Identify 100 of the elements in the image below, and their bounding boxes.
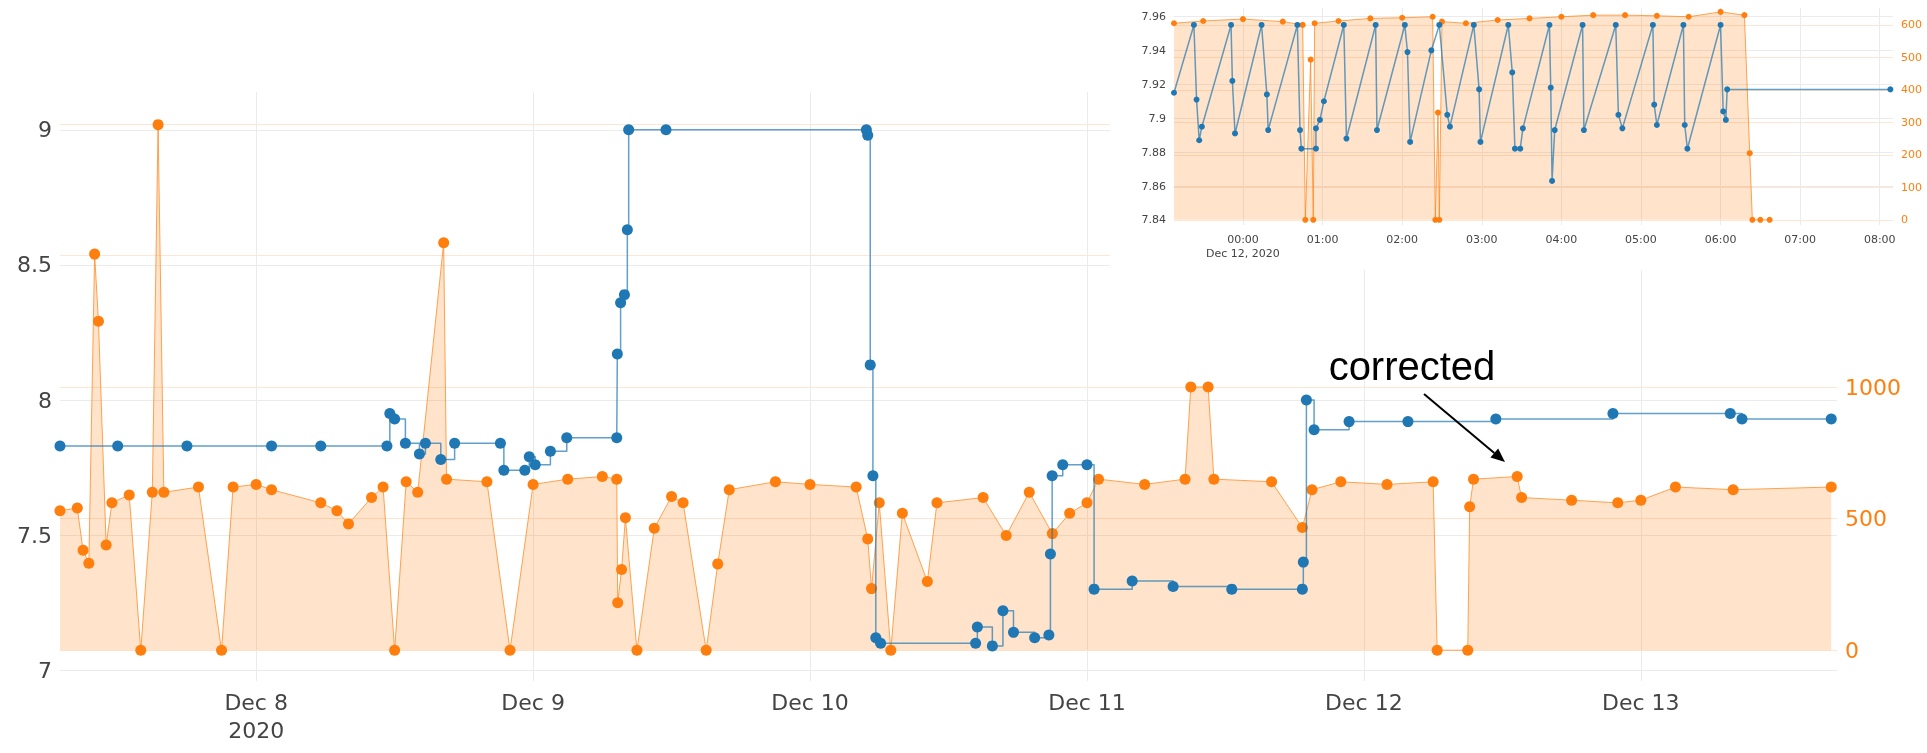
point: [1680, 21, 1687, 28]
y-tick-label: 7.92: [1141, 77, 1166, 91]
point: [1312, 145, 1319, 152]
y2-tick-label: 1000: [1845, 374, 1901, 400]
point: [1579, 21, 1586, 28]
point: [1444, 111, 1451, 118]
point: [1046, 470, 1058, 482]
point: [1316, 116, 1323, 123]
point: [1619, 125, 1626, 132]
point: [1607, 408, 1619, 420]
point: [986, 640, 998, 652]
point: [1081, 459, 1093, 471]
point: [561, 432, 573, 444]
point: [1311, 20, 1318, 27]
point: [1825, 413, 1837, 425]
point: [1171, 20, 1177, 27]
y2-tick-label: 600: [1901, 18, 1922, 32]
point: [1294, 21, 1301, 28]
y-tick-label: 9: [38, 117, 52, 143]
x-tick-label: 01:00: [1306, 233, 1339, 247]
point: [494, 437, 506, 449]
point: [1307, 56, 1314, 63]
point: [1088, 583, 1100, 595]
y-tick-label: 7.5: [17, 522, 52, 548]
point: [1228, 21, 1235, 28]
point: [1887, 86, 1894, 93]
y2-tick-label: 500: [1845, 506, 1887, 532]
point: [1258, 21, 1265, 28]
point: [1008, 626, 1019, 638]
point: [1029, 632, 1041, 644]
point: [1549, 177, 1556, 184]
point: [1685, 13, 1692, 20]
x-tick-label: Dec 10: [771, 690, 849, 716]
point: [1476, 86, 1483, 93]
point: [1367, 15, 1374, 22]
point: [1436, 216, 1443, 223]
point: [971, 621, 983, 633]
point: [1546, 21, 1553, 28]
point: [867, 470, 879, 482]
point: [1302, 216, 1309, 223]
point: [1757, 216, 1764, 223]
point: [1312, 125, 1319, 132]
point: [1612, 21, 1619, 28]
point: [1684, 145, 1691, 152]
x-tick-label: Dec 11: [1048, 690, 1126, 716]
point: [875, 637, 887, 649]
point: [1681, 121, 1688, 128]
point: [399, 437, 411, 449]
point: [1057, 459, 1069, 471]
point: [618, 289, 630, 301]
point: [1622, 12, 1629, 19]
point: [1340, 21, 1347, 28]
point: [1300, 394, 1312, 406]
point: [1297, 556, 1309, 568]
x-tick-label: 03:00: [1465, 233, 1498, 247]
point: [1651, 101, 1658, 108]
point: [544, 445, 556, 457]
point: [1736, 413, 1748, 425]
point: [1717, 21, 1724, 28]
point: [1517, 145, 1524, 152]
y2-tick-label: 400: [1901, 83, 1922, 97]
point: [1373, 127, 1380, 134]
point: [1446, 123, 1453, 130]
y-tick-label: 7.84: [1141, 213, 1166, 227]
point: [1717, 8, 1724, 15]
point: [1196, 137, 1203, 144]
x-tick-label: 07:00: [1784, 233, 1816, 247]
point: [1746, 150, 1753, 157]
point: [623, 124, 635, 136]
annotation: corrected: [1328, 344, 1496, 388]
point: [1190, 21, 1197, 28]
point: [523, 451, 535, 463]
point: [1490, 413, 1502, 425]
y-tick-label: 8.5: [17, 252, 52, 278]
point: [112, 440, 124, 452]
point: [1519, 125, 1526, 132]
point: [435, 453, 447, 465]
point: [1298, 145, 1305, 152]
point: [419, 437, 431, 449]
point: [1615, 111, 1622, 118]
x-tick-label: Dec 13: [1602, 690, 1680, 716]
point: [1335, 18, 1342, 24]
y2-tick-label: 300: [1901, 115, 1922, 129]
point: [1297, 127, 1304, 134]
point: [1766, 216, 1773, 223]
point: [1580, 127, 1587, 134]
y2-tick-label: 200: [1901, 148, 1922, 162]
point: [1343, 135, 1350, 142]
point: [449, 437, 461, 449]
point: [519, 464, 531, 476]
point: [1749, 216, 1756, 223]
point: [1505, 21, 1512, 28]
point: [413, 448, 425, 460]
point: [1558, 13, 1565, 20]
y-tick-label: 7.88: [1141, 145, 1166, 159]
y2-tick-label: 0: [1901, 213, 1908, 227]
x-tick-label: Dec 9: [501, 690, 565, 716]
point: [615, 297, 627, 309]
point: [54, 440, 66, 452]
x-tick-label: 05:00: [1625, 233, 1657, 247]
